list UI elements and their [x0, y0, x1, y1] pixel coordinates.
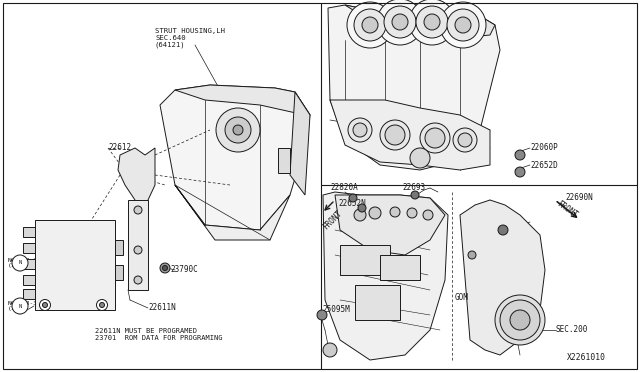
- Text: FRONT: FRONT: [321, 209, 344, 231]
- Circle shape: [392, 14, 408, 30]
- Text: GOM: GOM: [455, 294, 469, 302]
- Text: SEC.200: SEC.200: [556, 326, 588, 334]
- Circle shape: [500, 300, 540, 340]
- Circle shape: [416, 6, 448, 38]
- Circle shape: [423, 210, 433, 220]
- Polygon shape: [345, 5, 495, 40]
- Circle shape: [97, 299, 108, 311]
- Circle shape: [233, 125, 243, 135]
- Circle shape: [384, 6, 416, 38]
- Polygon shape: [323, 192, 448, 360]
- Circle shape: [455, 17, 471, 33]
- Polygon shape: [175, 185, 290, 240]
- Circle shape: [410, 148, 430, 168]
- Polygon shape: [335, 195, 445, 255]
- Text: 22820A: 22820A: [330, 183, 358, 192]
- Text: 22611N: 22611N: [148, 304, 176, 312]
- Polygon shape: [328, 5, 500, 170]
- Text: N: N: [19, 260, 22, 266]
- Bar: [340, 245, 390, 275]
- Bar: [35, 220, 115, 310]
- Circle shape: [323, 343, 337, 357]
- Circle shape: [424, 14, 440, 30]
- Circle shape: [317, 310, 327, 320]
- Circle shape: [12, 298, 28, 314]
- Circle shape: [354, 209, 366, 221]
- Circle shape: [440, 2, 486, 48]
- Circle shape: [515, 150, 525, 160]
- Text: 22060P: 22060P: [530, 144, 557, 153]
- Text: STRUT HOUSING,LH
SEC.640
(64121): STRUT HOUSING,LH SEC.640 (64121): [155, 28, 225, 48]
- Text: N: N: [19, 304, 22, 308]
- Circle shape: [347, 2, 393, 48]
- Circle shape: [354, 9, 386, 41]
- Circle shape: [380, 120, 410, 150]
- Polygon shape: [160, 85, 310, 230]
- Bar: [23, 289, 35, 299]
- Circle shape: [358, 204, 366, 212]
- Circle shape: [163, 266, 168, 270]
- Circle shape: [362, 17, 378, 33]
- Bar: [115, 240, 123, 255]
- Circle shape: [160, 263, 170, 273]
- Circle shape: [390, 207, 400, 217]
- Text: 25095M: 25095M: [322, 305, 349, 314]
- Circle shape: [134, 206, 142, 214]
- Circle shape: [407, 208, 417, 218]
- Circle shape: [411, 191, 419, 199]
- Circle shape: [425, 128, 445, 148]
- Bar: [23, 243, 35, 253]
- Circle shape: [409, 0, 455, 45]
- Polygon shape: [175, 85, 310, 115]
- Circle shape: [495, 295, 545, 345]
- Bar: [380, 255, 420, 280]
- Circle shape: [377, 0, 423, 45]
- Text: 22652N: 22652N: [338, 199, 365, 208]
- Polygon shape: [128, 200, 148, 290]
- Circle shape: [369, 207, 381, 219]
- Text: 23790C: 23790C: [170, 266, 198, 275]
- Circle shape: [498, 225, 508, 235]
- Circle shape: [353, 123, 367, 137]
- Bar: [355, 285, 400, 320]
- Circle shape: [42, 302, 47, 308]
- Text: 22612: 22612: [108, 144, 131, 153]
- Text: 22693: 22693: [402, 183, 425, 192]
- Circle shape: [12, 255, 28, 271]
- Text: 22611N MUST BE PROGRAMED
23701  ROM DATA FOR PROGRAMING: 22611N MUST BE PROGRAMED 23701 ROM DATA …: [95, 328, 223, 341]
- Text: X2261010: X2261010: [567, 353, 606, 362]
- Text: FRONT: FRONT: [555, 200, 579, 220]
- Circle shape: [99, 302, 104, 308]
- Bar: [278, 148, 290, 173]
- Bar: [115, 265, 123, 280]
- Circle shape: [134, 246, 142, 254]
- Circle shape: [468, 251, 476, 259]
- Text: 22690N: 22690N: [565, 193, 593, 202]
- Circle shape: [225, 117, 251, 143]
- Circle shape: [348, 118, 372, 142]
- Text: 22652D: 22652D: [530, 160, 557, 170]
- Circle shape: [510, 310, 530, 330]
- Polygon shape: [290, 92, 310, 195]
- Circle shape: [458, 133, 472, 147]
- Circle shape: [40, 299, 51, 311]
- Bar: [23, 259, 35, 269]
- Polygon shape: [118, 148, 155, 215]
- Circle shape: [453, 128, 477, 152]
- Circle shape: [385, 125, 405, 145]
- Text: N0B918-3061A
(1): N0B918-3061A (1): [8, 257, 53, 269]
- Circle shape: [515, 167, 525, 177]
- Circle shape: [134, 276, 142, 284]
- Circle shape: [216, 108, 260, 152]
- Polygon shape: [330, 100, 490, 170]
- Polygon shape: [460, 200, 545, 355]
- Bar: [23, 227, 35, 237]
- Circle shape: [420, 123, 450, 153]
- Circle shape: [349, 194, 357, 202]
- Circle shape: [447, 9, 479, 41]
- Bar: [23, 275, 35, 285]
- Text: N0B918-3061A
(1): N0B918-3061A (1): [8, 301, 53, 311]
